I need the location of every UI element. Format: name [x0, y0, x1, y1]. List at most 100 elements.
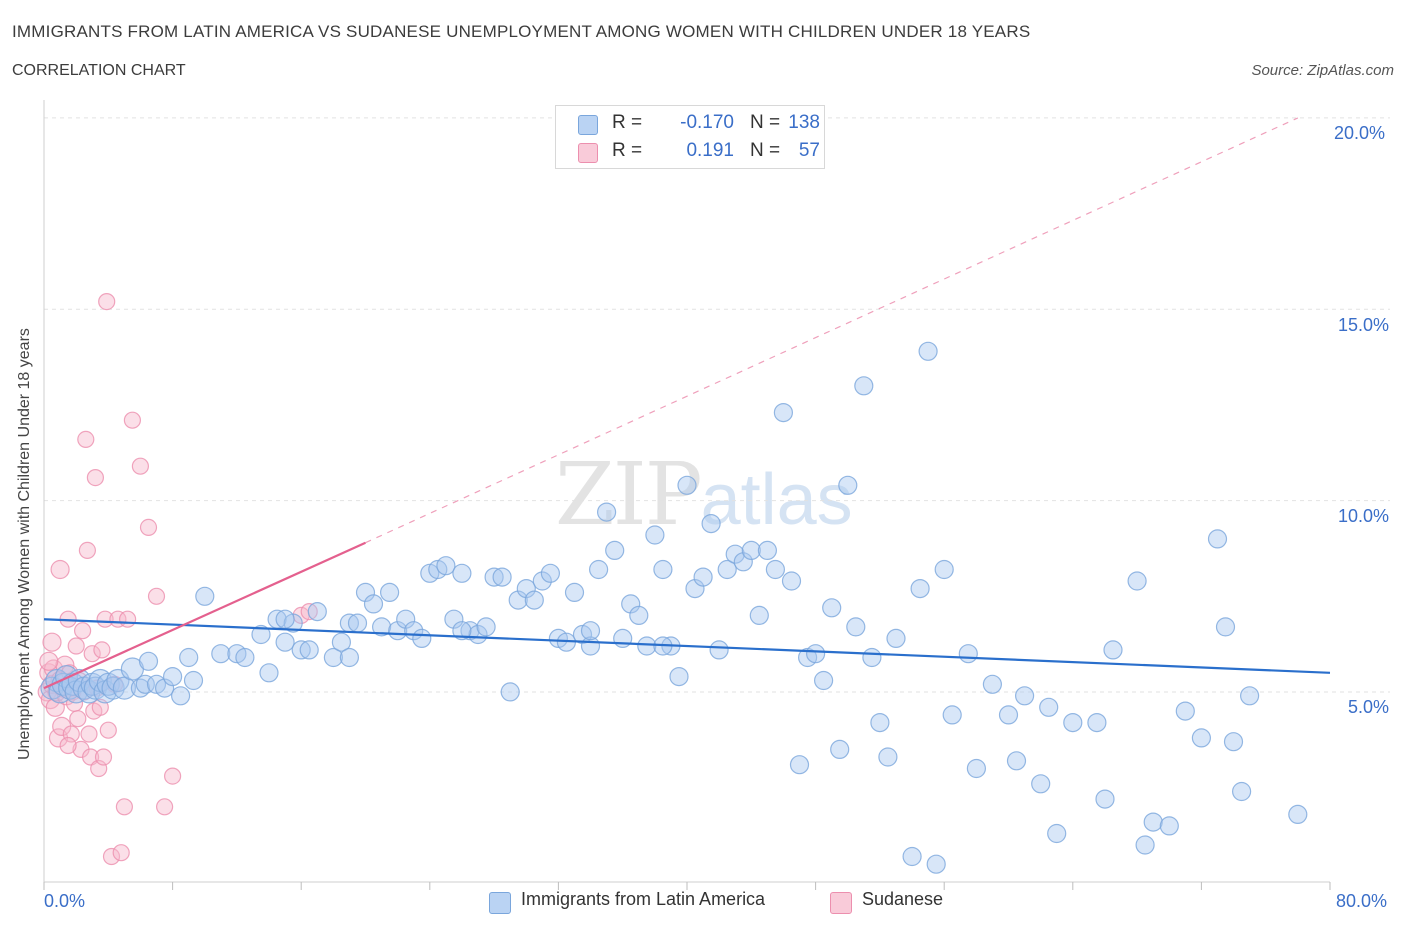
latin-america-point	[1014, 686, 1035, 706]
latin-america-point	[163, 666, 183, 687]
latin-america-point	[637, 636, 657, 656]
latin-america-point	[998, 705, 1019, 725]
latin-america-point	[179, 647, 199, 668]
latin-america-point	[870, 712, 890, 733]
chart-subtitle: CORRELATION CHART	[12, 62, 186, 79]
y-tick-5: 5.0%	[1348, 697, 1390, 717]
sudanese-point	[86, 469, 105, 487]
latin-america-point	[183, 670, 204, 691]
latin-america-point	[725, 544, 745, 564]
legend-swatch-sudanese	[578, 143, 598, 163]
latin-america-point	[1135, 835, 1155, 855]
legend-label-sudanese: Sudanese	[862, 889, 944, 909]
legend-r-label: R =	[612, 140, 643, 161]
chart-title: IMMIGRANTS FROM LATIN AMERICA VS SUDANES…	[12, 22, 1031, 41]
legend-r-value: 0.191	[686, 140, 734, 161]
x-tick-min: 0.0%	[44, 891, 86, 911]
latin-america-point	[749, 605, 769, 626]
latin-america-point	[1159, 816, 1179, 836]
latin-america-point	[1223, 732, 1244, 752]
latin-america-point	[540, 563, 561, 583]
sudanese-point	[93, 641, 111, 659]
sudanese-point	[156, 798, 174, 816]
latin-america-point	[251, 624, 271, 645]
sudanese-point	[118, 610, 137, 628]
latin-america-point	[138, 651, 159, 671]
latin-america-point	[195, 586, 215, 606]
latin-america-point	[805, 644, 826, 664]
latin-america-point	[838, 475, 858, 495]
latin-america-point	[693, 567, 713, 587]
latin-america-point	[966, 758, 987, 779]
sudanese-point	[69, 710, 87, 728]
latin-america-point	[1288, 804, 1308, 825]
latin-america-point	[580, 621, 601, 641]
sudanese-point	[115, 798, 134, 816]
latin-america-point	[934, 559, 954, 580]
legend-n-value: 138	[788, 112, 820, 133]
sudanese-point	[139, 518, 158, 537]
latin-america-point	[918, 341, 938, 361]
latin-america-point	[653, 559, 673, 580]
source-label: Source: ZipAtlas.com	[1251, 62, 1394, 79]
sudanese-point	[80, 725, 98, 743]
latin-america-point	[380, 582, 400, 603]
latin-america-point	[1175, 701, 1195, 721]
latin-america-point	[958, 644, 978, 664]
latin-america-point	[757, 540, 778, 561]
y-tick-15: 15.0%	[1338, 315, 1390, 335]
latin-america-point	[629, 605, 649, 626]
latin-america-point	[982, 674, 1003, 694]
latin-america-point	[396, 609, 416, 629]
latin-america-point	[878, 747, 898, 767]
latin-america-point	[444, 609, 464, 629]
latin-america-point	[1047, 823, 1067, 844]
latin-america-point	[926, 854, 946, 874]
latin-america-point	[677, 475, 697, 495]
latin-america-point	[275, 609, 295, 629]
sudanese-point	[78, 541, 97, 560]
legend-n-label: N =	[750, 140, 781, 161]
latin-america-point	[645, 525, 665, 545]
latin-america-point	[813, 670, 834, 691]
legend-swatch-sudanese	[830, 892, 852, 914]
sudanese-point	[131, 457, 149, 475]
latin-america-point	[452, 621, 472, 641]
sudanese-trend-line	[43, 541, 366, 690]
latin-america-point	[299, 640, 319, 660]
latin-america-point	[1143, 812, 1163, 832]
latin-america-point	[1063, 712, 1083, 733]
latin-america-point	[135, 674, 155, 694]
legend-label-latin-america: Immigrants from Latin America	[521, 889, 766, 909]
sudanese-trend-extension	[365, 117, 1299, 544]
sudanese-point	[300, 602, 318, 621]
latin-america-point	[822, 598, 842, 618]
y-tick-10: 10.0%	[1338, 506, 1390, 526]
latin-america-point	[1127, 571, 1147, 591]
latin-america-point	[275, 632, 295, 652]
latin-america-point	[307, 601, 327, 622]
latin-america-point	[363, 594, 384, 614]
latin-america-point	[701, 513, 721, 534]
latin-america-point	[339, 647, 359, 668]
latin-america-point	[492, 567, 512, 587]
sudanese-point	[102, 847, 121, 866]
latin-america-point	[596, 502, 617, 522]
latin-america-point	[291, 640, 311, 660]
latin-america-point	[910, 578, 930, 599]
latin-america-point	[484, 567, 504, 587]
sudanese-point	[123, 411, 141, 429]
latin-america-point	[500, 682, 520, 702]
latin-america-point	[355, 582, 376, 603]
legend-n-value: 57	[798, 140, 820, 161]
legend-swatch-latin-america	[489, 892, 511, 914]
latin-america-point	[669, 666, 689, 687]
latin-america-point	[436, 556, 456, 576]
latin-america-point	[830, 739, 850, 760]
latin-america-point	[717, 559, 737, 580]
latin-america-point	[588, 559, 609, 580]
latin-america-point	[564, 582, 585, 603]
latin-america-point	[1087, 712, 1107, 733]
latin-america-point	[846, 617, 866, 637]
sudanese-point	[147, 587, 166, 605]
